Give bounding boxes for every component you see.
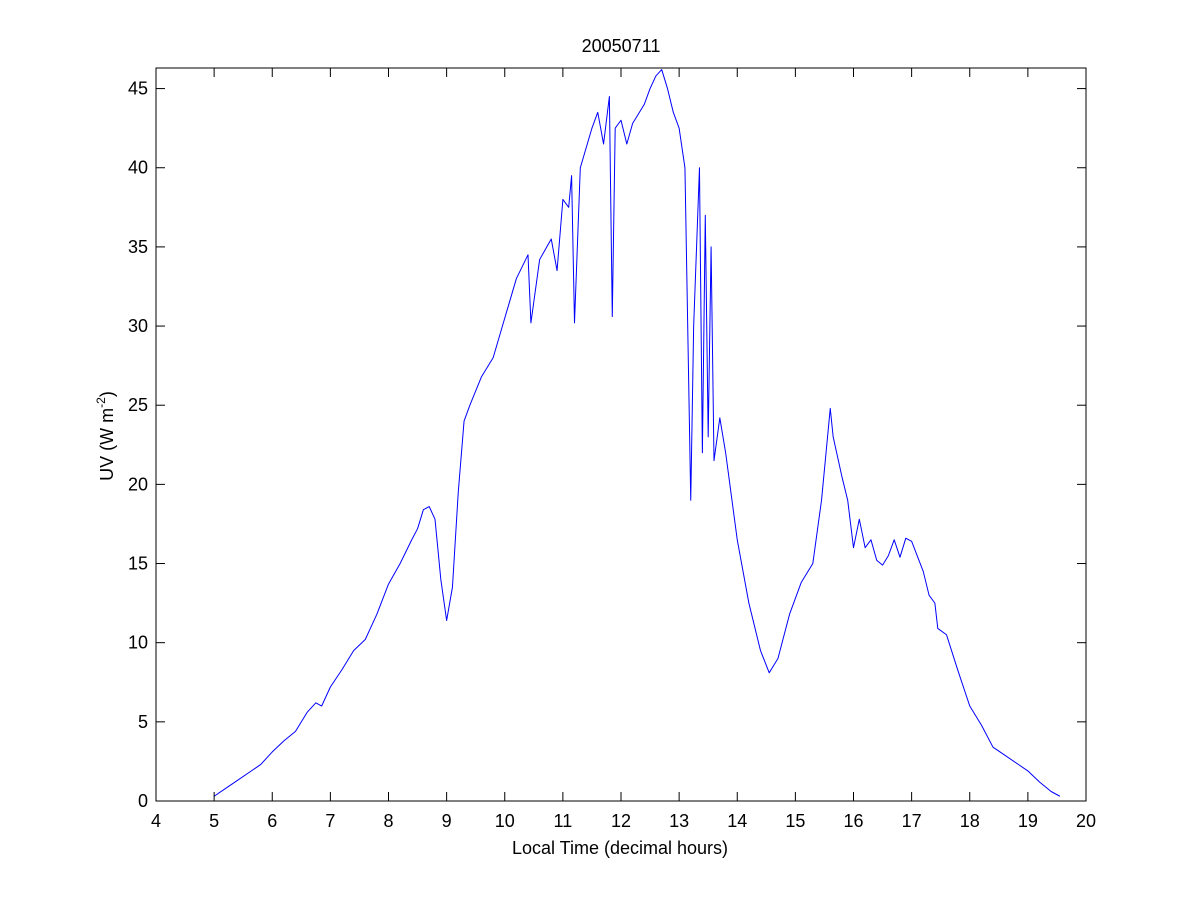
x-tick-label: 10 — [495, 811, 515, 831]
x-tick-label: 9 — [442, 811, 452, 831]
uv-series-line — [213, 69, 1061, 797]
x-tick-label: 12 — [611, 811, 631, 831]
y-tick-label: 15 — [128, 554, 148, 574]
y-tick-label: 10 — [128, 633, 148, 653]
x-tick-label: 19 — [1018, 811, 1038, 831]
y-tick-label: 40 — [128, 158, 148, 178]
plot-area-background — [156, 68, 1086, 801]
x-tick-label: 14 — [727, 811, 747, 831]
y-tick-label: 35 — [128, 237, 148, 257]
plot-area-frame — [155, 67, 1087, 802]
x-tick-label: 7 — [325, 811, 335, 831]
x-tick-label: 5 — [209, 811, 219, 831]
y-axis-ticks: 0 5 10 15 20 25 30 35 40 45 — [128, 79, 1086, 811]
x-tick-label: 20 — [1076, 811, 1096, 831]
x-tick-label: 11 — [554, 811, 573, 831]
y-tick-label: 0 — [138, 791, 148, 811]
y-tick-label: 25 — [128, 395, 148, 415]
y-axis-label: UV (W m-2) — [94, 391, 117, 481]
x-tick-label: 15 — [785, 811, 805, 831]
y-axis-label-main: UV (W m — [97, 408, 117, 481]
x-tick-label: 4 — [151, 811, 161, 831]
y-tick-label: 5 — [138, 712, 148, 732]
x-axis-label: Local Time (decimal hours) — [512, 838, 728, 858]
x-tick-label: 18 — [960, 811, 980, 831]
y-tick-label: 45 — [128, 79, 148, 99]
chart-title: 20050711 — [582, 36, 661, 56]
x-tick-label: 16 — [843, 811, 863, 831]
x-tick-label: 17 — [902, 811, 922, 831]
x-axis-ticks: 4 5 6 7 8 9 10 11 12 13 14 15 16 17 18 19 20 — [151, 68, 1096, 831]
y-tick-label: 20 — [128, 474, 148, 494]
y-axis-label-close: ) — [97, 391, 117, 397]
y-axis-label-superscript: -2 — [94, 397, 108, 408]
y-tick-label: 30 — [128, 316, 148, 336]
x-tick-label: 13 — [669, 811, 689, 831]
x-tick-label: 8 — [383, 811, 393, 831]
x-tick-label: 6 — [267, 811, 277, 831]
